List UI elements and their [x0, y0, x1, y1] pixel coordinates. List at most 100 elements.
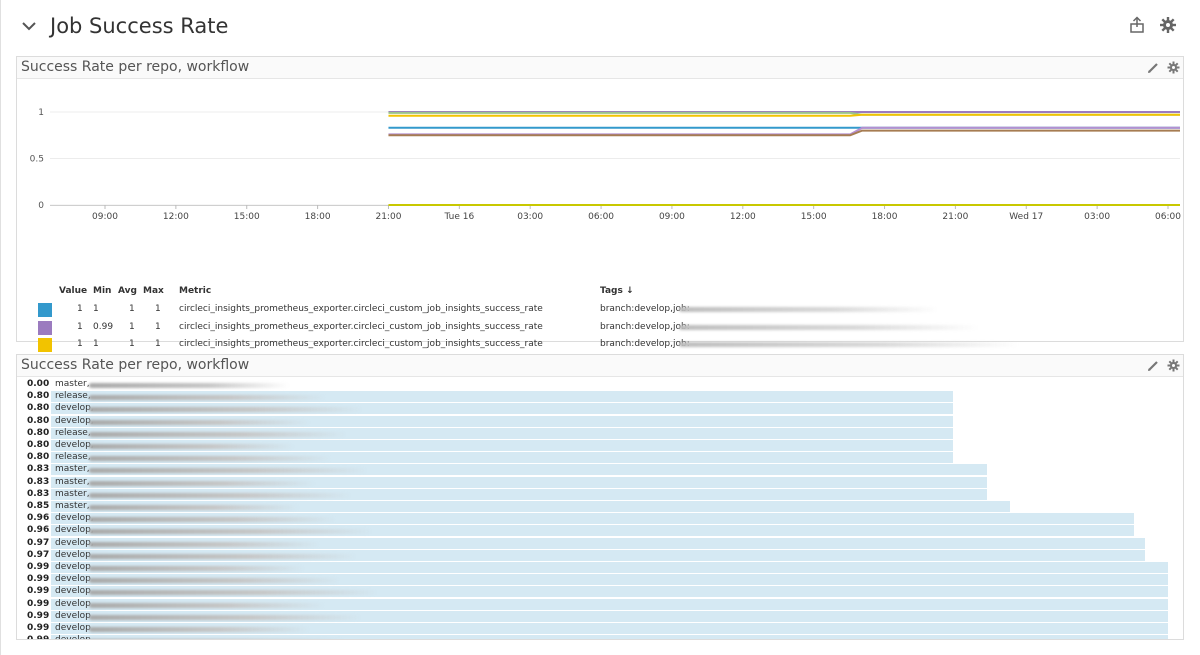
- redacted-label: [89, 492, 352, 498]
- toplist-value: 0.80: [27, 452, 50, 463]
- redacted-label: [89, 444, 294, 449]
- toplist-label: master,: [55, 501, 90, 511]
- toplist-bar: [51, 427, 954, 439]
- legend-header-row: Value Min Avg Max Metric Tags ↓: [37, 283, 1177, 301]
- toplist-row[interactable]: 0.83 master,: [27, 476, 1177, 489]
- pencil-icon[interactable]: [1147, 359, 1160, 372]
- gear-icon[interactable]: [1167, 61, 1180, 74]
- toplist-row[interactable]: 0.97 develop: [27, 549, 1177, 562]
- toplist-label: develop: [55, 549, 91, 560]
- legend-max: 1: [155, 321, 161, 332]
- toplist-bar: [51, 610, 1168, 622]
- legend-header-value[interactable]: Value: [59, 286, 88, 296]
- legend-value: 1: [77, 304, 83, 314]
- x-tick-label: 12:00: [730, 212, 756, 219]
- redacted-label: [89, 383, 289, 388]
- toplist-value: 0.83: [27, 476, 50, 487]
- toplist-row[interactable]: 0.99 develop: [27, 623, 1177, 635]
- toplist-row[interactable]: 0.99 develop: [27, 635, 1177, 639]
- toplist-bar: [51, 488, 988, 500]
- toplist-row[interactable]: 0.00 master,: [27, 379, 1177, 391]
- toplist-row[interactable]: 0.80 release,: [27, 391, 1177, 403]
- toplist-row[interactable]: 0.96 develop,: [27, 513, 1177, 525]
- toplist-row[interactable]: 0.97 develop,: [27, 537, 1177, 550]
- redacted-label: [89, 456, 331, 462]
- toplist-bar: [51, 549, 1146, 561]
- toplist-row[interactable]: 0.99 develop: [27, 610, 1177, 623]
- legend-header-min[interactable]: Min: [93, 286, 112, 296]
- toplist-bar: [51, 586, 1168, 598]
- toplist-label: develop,: [55, 415, 94, 426]
- toplist-row[interactable]: 0.83 master,: [27, 488, 1177, 501]
- toplist-row[interactable]: 0.83 master,: [27, 464, 1177, 476]
- widget-header: Success Rate per repo, workflow: [17, 57, 1183, 79]
- legend-header-metric[interactable]: Metric: [179, 286, 212, 296]
- toplist-row[interactable]: 0.80 release,: [27, 427, 1177, 440]
- toplist-row[interactable]: 0.99 develop: [27, 574, 1177, 586]
- toplist-row[interactable]: 0.80 develop,: [27, 415, 1177, 428]
- toplist-bar: [51, 391, 954, 403]
- toplist-row[interactable]: 0.80 develop,: [27, 440, 1177, 452]
- toplist-row[interactable]: 0.80 develop,: [27, 403, 1177, 415]
- widget-header: Success Rate per repo, workflow: [17, 355, 1183, 377]
- toplist-label: release,: [55, 452, 91, 463]
- series-line: [388, 113, 1180, 117]
- legend-row[interactable]: 1 0.99 1 1 circleci_insights_prometheus_expo…: [37, 319, 1177, 337]
- legend-swatch: [38, 338, 52, 352]
- widget-title: Success Rate per repo, workflow: [21, 59, 250, 75]
- legend-header-tags[interactable]: Tags ↓: [600, 286, 634, 296]
- toplist-bar: [51, 537, 1146, 549]
- toplist-row[interactable]: 0.96 develop,: [27, 525, 1177, 537]
- x-tick-label: 15:00: [234, 212, 260, 219]
- series-line: [388, 129, 1180, 137]
- toplist-row[interactable]: 0.80 release,: [27, 452, 1177, 464]
- toplist-value: 0.80: [27, 415, 50, 426]
- toplist-label: develop,: [55, 537, 94, 548]
- legend-header-max[interactable]: Max: [143, 286, 164, 296]
- toplist-row[interactable]: 0.99 develop: [27, 598, 1177, 611]
- toplist-row[interactable]: 0.99 develop: [27, 586, 1177, 598]
- toplist-bars: 0.00 master, 0.80 release, 0.80 develop, 0.80 d…: [27, 379, 1177, 639]
- timeseries-chart: 0 0.5 1 09:00 12:00 15:00 18:00 21:00 Tue 16 03:0…: [30, 108, 1182, 219]
- redacted-label: [89, 590, 378, 596]
- x-tick-label: 15:00: [801, 212, 827, 219]
- toplist-label: develop,: [55, 403, 94, 414]
- share-icon[interactable]: [1128, 16, 1146, 34]
- redacted-label: [89, 505, 299, 510]
- toplist-value: 0.83: [27, 464, 50, 475]
- chevron-down-icon[interactable]: [21, 18, 37, 34]
- toplist-value: 0.80: [27, 440, 50, 450]
- y-tick-label: 1: [38, 108, 44, 118]
- toplist-bar: [51, 403, 954, 415]
- pencil-icon[interactable]: [1147, 61, 1160, 74]
- legend-avg: 1: [129, 321, 135, 332]
- toplist-value: 0.96: [27, 513, 50, 524]
- legend-tags: branch:develop,job:: [600, 321, 690, 332]
- toplist-bar: [51, 501, 1010, 512]
- toplist-label: master,: [55, 464, 90, 475]
- gear-icon[interactable]: [1167, 359, 1180, 372]
- toplist-bar: [51, 598, 1168, 610]
- gear-icon[interactable]: [1159, 16, 1177, 34]
- x-tick-label: Wed 17: [1009, 212, 1043, 219]
- toplist-label: develop: [55, 562, 91, 572]
- toplist-value: 0.99: [27, 623, 50, 633]
- redacted-label: [89, 431, 347, 437]
- toplist-bar: [51, 476, 988, 488]
- toplist-value: 0.96: [27, 525, 50, 536]
- toplist-value: 0.80: [27, 403, 50, 414]
- toplist-label: develop: [55, 586, 91, 597]
- toplist-label: master,: [55, 379, 90, 389]
- toplist-label: develop: [55, 635, 91, 639]
- toplist-label: release,: [55, 391, 91, 402]
- x-tick-label: 09:00: [659, 212, 685, 219]
- toplist-value: 0.99: [27, 586, 50, 597]
- toplist-bar: [51, 623, 1168, 634]
- toplist-row[interactable]: 0.99 develop: [27, 562, 1177, 574]
- toplist-row[interactable]: 0.85 master,: [27, 501, 1177, 513]
- x-tick-label: 18:00: [872, 212, 898, 219]
- redacted-tag-value: [679, 324, 979, 330]
- legend-header-avg[interactable]: Avg: [118, 286, 137, 296]
